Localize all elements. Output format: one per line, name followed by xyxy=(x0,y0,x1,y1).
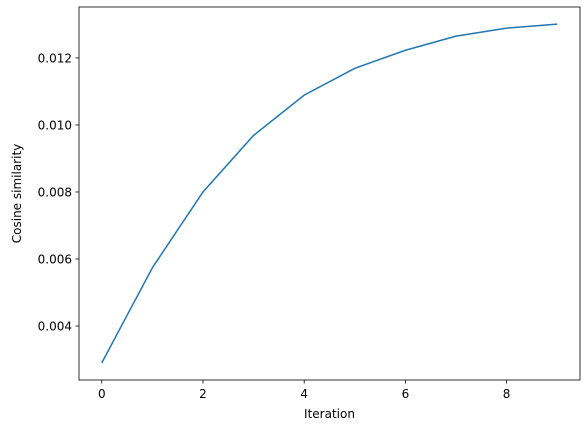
y-tick-label: 0.006 xyxy=(38,253,72,267)
x-tick-label: 8 xyxy=(503,387,511,401)
line-series xyxy=(101,23,558,364)
x-tick-label: 0 xyxy=(98,387,106,401)
y-tick-label: 0.010 xyxy=(38,118,72,132)
x-tick-label: 4 xyxy=(300,387,308,401)
y-tick-label: 0.004 xyxy=(38,320,72,334)
y-tick-label: 0.008 xyxy=(38,185,72,199)
x-tick-label: 2 xyxy=(199,387,207,401)
y-axis-label: Cosine similarity xyxy=(10,144,24,243)
x-axis-label: Iteration xyxy=(304,407,355,421)
y-tick-label: 0.012 xyxy=(38,51,72,65)
plot-frame xyxy=(78,6,581,381)
x-tick-label: 6 xyxy=(402,387,410,401)
